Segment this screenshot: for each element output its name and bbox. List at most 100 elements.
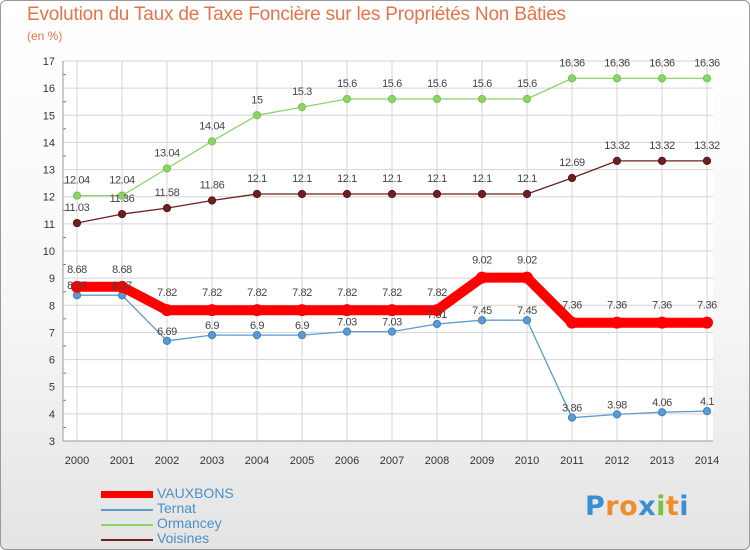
data-point-ternat — [207, 331, 217, 340]
data-label-vauxbons: 7.82 — [157, 287, 177, 299]
data-label-ternat: 3.98 — [607, 399, 627, 411]
data-point-voisines — [612, 156, 622, 165]
data-label-ternat: 7.45 — [517, 305, 537, 317]
logo-letter: r — [605, 491, 620, 522]
data-point-ormancey — [342, 94, 352, 104]
data-label-vauxbons: 7.82 — [382, 287, 402, 299]
y-tick-label: 3 — [49, 436, 55, 448]
y-tick-label: 12 — [43, 192, 55, 204]
data-point-ormancey — [72, 191, 82, 200]
data-label-ormancey: 15.6 — [472, 78, 492, 90]
data-label-voisines: 12.1 — [427, 173, 447, 185]
data-label-ternat: 6.69 — [157, 326, 177, 338]
data-label-vauxbons: 7.82 — [247, 287, 267, 299]
data-label-ormancey: 13.04 — [154, 147, 180, 159]
data-label-ternat: 7.45 — [472, 305, 492, 317]
data-label-ternat: 6.9 — [205, 320, 219, 332]
data-point-ormancey — [657, 74, 667, 83]
data-point-vauxbons — [386, 304, 398, 317]
data-label-voisines: 12.1 — [517, 173, 537, 185]
data-point-ternat — [162, 336, 172, 345]
unit-label: (en %) — [27, 29, 63, 43]
x-tick-label: 2007 — [380, 455, 404, 467]
data-label-vauxbons: 7.82 — [337, 287, 357, 299]
data-point-ternat — [522, 316, 532, 325]
data-point-voisines — [117, 209, 127, 219]
data-label-ternat: 4.06 — [652, 397, 672, 409]
data-label-ormancey: 12.04 — [64, 175, 90, 187]
data-label-vauxbons: 7.36 — [697, 300, 717, 312]
x-tick-label: 2014 — [695, 455, 719, 467]
data-label-ormancey: 16.36 — [649, 57, 675, 69]
y-tick-label: 7 — [49, 327, 55, 339]
y-tick-label: 8 — [49, 300, 55, 312]
data-point-ternat — [612, 410, 622, 419]
data-point-vauxbons — [521, 271, 533, 284]
data-point-ternat — [252, 331, 262, 340]
data-label-ternat: 6.9 — [295, 320, 309, 332]
data-point-ternat — [657, 408, 667, 417]
data-point-ormancey — [567, 74, 577, 83]
logo-letter: x — [638, 491, 657, 522]
data-point-vauxbons — [71, 280, 83, 293]
y-tick-label: 10 — [43, 246, 55, 258]
data-point-voisines — [72, 218, 82, 228]
logo-letter: i — [679, 491, 690, 522]
data-label-ternat: 3.86 — [562, 403, 582, 415]
data-label-voisines: 12.1 — [337, 173, 357, 185]
legend-swatch-ormancey — [101, 524, 153, 526]
data-point-ternat — [387, 327, 397, 336]
legend-swatch-voisines — [101, 539, 153, 541]
data-label-ormancey: 16.36 — [694, 57, 720, 69]
data-point-ormancey — [162, 164, 172, 173]
data-label-ternat: 7.03 — [382, 317, 402, 329]
chart-title: Evolution du Taux de Taxe Foncière sur l… — [27, 4, 566, 25]
data-label-ternat: 6.9 — [250, 320, 264, 332]
x-tick-label: 2011 — [560, 455, 584, 467]
data-point-ormancey — [252, 111, 262, 120]
data-label-ormancey: 15.6 — [382, 78, 402, 90]
data-point-vauxbons — [476, 271, 488, 284]
data-point-ternat — [477, 316, 487, 325]
y-tick-label: 9 — [49, 273, 55, 285]
data-label-ormancey: 15.6 — [517, 78, 537, 90]
data-label-voisines: 13.32 — [649, 140, 675, 152]
data-label-vauxbons: 7.82 — [292, 287, 312, 299]
data-point-vauxbons — [206, 304, 218, 317]
data-point-voisines — [522, 189, 532, 199]
data-point-voisines — [387, 189, 397, 199]
data-point-vauxbons — [116, 280, 128, 293]
y-tick-label: 11 — [44, 219, 55, 231]
data-point-ormancey — [522, 94, 532, 104]
data-point-voisines — [297, 189, 307, 199]
data-point-ormancey — [612, 74, 622, 83]
legend-label-ternat: Ternat — [157, 500, 196, 516]
data-label-voisines: 13.32 — [604, 140, 630, 152]
data-label-voisines: 12.69 — [559, 157, 585, 169]
y-tick-label: 14 — [43, 137, 55, 149]
data-label-vauxbons: 7.82 — [202, 287, 222, 299]
logo-letter: t — [665, 491, 680, 522]
data-point-vauxbons — [341, 304, 353, 317]
data-label-voisines: 12.1 — [472, 173, 492, 185]
data-point-ormancey — [297, 103, 307, 112]
data-point-ormancey — [387, 94, 397, 104]
data-point-ormancey — [207, 137, 217, 146]
data-point-ternat — [567, 413, 577, 422]
y-tick-label: 13 — [43, 165, 55, 177]
data-label-vauxbons: 7.36 — [652, 300, 672, 312]
data-label-vauxbons: 9.02 — [517, 255, 537, 267]
x-tick-label: 2000 — [65, 455, 89, 467]
data-label-voisines: 11.58 — [155, 187, 180, 199]
legend-swatch-vauxbons — [101, 491, 153, 498]
proxiti-logo: Proxiti — [585, 491, 689, 522]
x-tick-label: 2006 — [335, 455, 359, 467]
data-label-ormancey: 16.36 — [604, 57, 630, 69]
legend-label-voisines: Voisines — [157, 530, 210, 546]
legend-swatch-ternat — [101, 509, 153, 511]
data-label-vauxbons: 7.82 — [427, 287, 447, 299]
data-point-ormancey — [117, 191, 127, 200]
data-point-ternat — [297, 331, 307, 340]
data-label-voisines: 11.86 — [200, 180, 225, 192]
